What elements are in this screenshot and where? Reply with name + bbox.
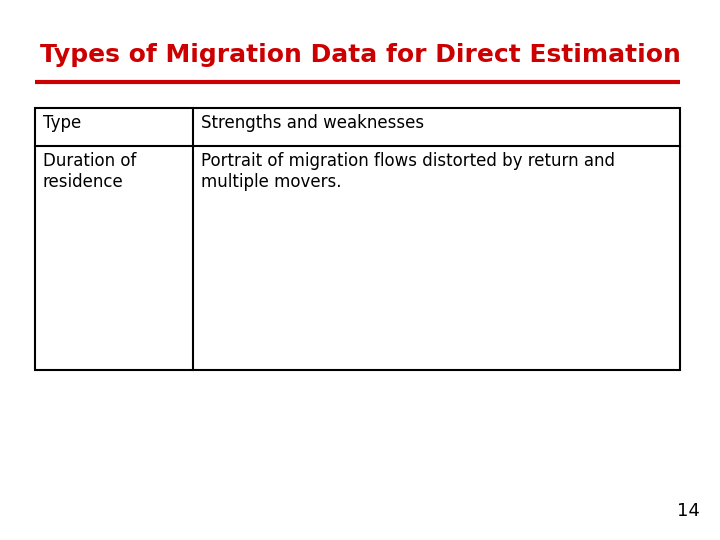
Text: Type: Type (43, 114, 81, 132)
Text: Portrait of migration flows distorted by return and
multiple movers.: Portrait of migration flows distorted by… (201, 152, 615, 191)
Text: Strengths and weaknesses: Strengths and weaknesses (201, 114, 424, 132)
Text: 14: 14 (677, 502, 700, 520)
Text: Duration of
residence: Duration of residence (43, 152, 136, 191)
Bar (35, 108, 680, 370)
Text: Types of Migration Data for Direct Estimation: Types of Migration Data for Direct Estim… (40, 43, 680, 67)
